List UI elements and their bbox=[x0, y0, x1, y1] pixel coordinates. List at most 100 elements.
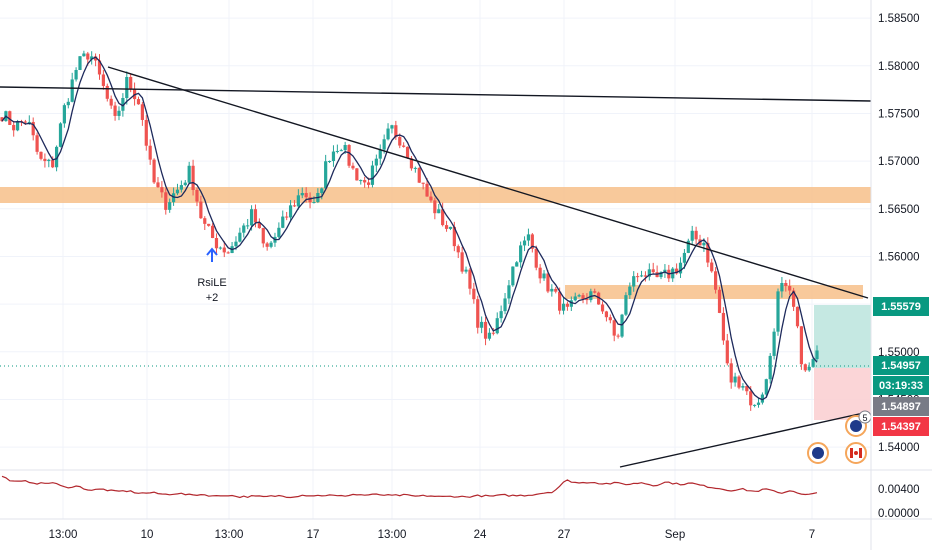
candle-body bbox=[47, 159, 51, 162]
candle-body bbox=[600, 304, 605, 312]
profit-target-box bbox=[814, 305, 871, 368]
event-count-text: 5 bbox=[862, 413, 867, 423]
candle-body bbox=[639, 275, 644, 277]
candle-body bbox=[331, 151, 336, 162]
candle-body bbox=[624, 295, 628, 315]
candle-body bbox=[522, 240, 527, 246]
candle-body bbox=[581, 295, 585, 299]
candle-body bbox=[589, 291, 593, 301]
candle-body bbox=[460, 252, 464, 272]
candle-body bbox=[214, 238, 219, 249]
time-tick-label: 7 bbox=[809, 529, 815, 541]
candle-body bbox=[554, 288, 558, 292]
candle-body bbox=[343, 145, 347, 151]
entry-label-bg bbox=[873, 397, 929, 416]
candle-body bbox=[612, 320, 616, 336]
candle-body bbox=[729, 363, 733, 383]
price-label-stop: 1.54397 bbox=[873, 417, 929, 436]
candle-body bbox=[390, 125, 394, 129]
candle-body bbox=[74, 69, 78, 80]
time-tick-label: 10 bbox=[141, 529, 154, 541]
time-axis[interactable]: 13:00 10 13:00 17 13:00 24 27 Sep 7 bbox=[49, 529, 816, 541]
candle-body bbox=[733, 376, 737, 383]
candle-body bbox=[156, 182, 160, 188]
candle-body bbox=[148, 145, 152, 160]
candle-body bbox=[737, 376, 741, 388]
price-label-target: 1.55579 bbox=[873, 297, 929, 316]
candle-body bbox=[113, 105, 117, 116]
candle-body bbox=[608, 317, 612, 321]
candle-body bbox=[772, 331, 776, 356]
candle-body bbox=[573, 296, 577, 301]
candle-body bbox=[70, 79, 74, 102]
price-tick-label: 1.58500 bbox=[878, 13, 920, 25]
trend-line-ascending[interactable] bbox=[619, 411, 869, 468]
candle-body bbox=[195, 189, 199, 202]
candle-body bbox=[324, 161, 328, 189]
candle-body bbox=[366, 182, 371, 185]
candle-body bbox=[714, 271, 718, 290]
target-label-text: 1.55579 bbox=[881, 301, 921, 313]
candle-body bbox=[335, 150, 339, 152]
candle-body bbox=[499, 311, 503, 319]
candle-body bbox=[448, 226, 453, 229]
candle-body bbox=[374, 158, 378, 166]
candle-body bbox=[398, 137, 402, 146]
trend-line-descending[interactable] bbox=[107, 66, 869, 299]
candle-body bbox=[82, 53, 86, 57]
candle-body bbox=[15, 121, 20, 131]
candle-body bbox=[183, 182, 187, 186]
candle-body bbox=[78, 56, 82, 70]
candle-body bbox=[597, 292, 601, 305]
candle-body bbox=[386, 128, 390, 140]
canada-flag-icon-left bbox=[850, 448, 853, 458]
candle-body bbox=[402, 145, 406, 147]
candle-body bbox=[269, 242, 273, 247]
candle-body bbox=[632, 276, 636, 287]
indicator-axis[interactable]: 0.00400 0.00000 bbox=[878, 484, 920, 520]
candle-body bbox=[663, 269, 667, 272]
candle-body bbox=[39, 151, 43, 159]
candle-body bbox=[780, 282, 784, 292]
candle-body bbox=[643, 275, 648, 277]
candle-body bbox=[312, 202, 316, 204]
rsile-signal[interactable]: RsiLE +2 bbox=[197, 247, 227, 304]
candle-body bbox=[480, 321, 484, 328]
candle-body bbox=[300, 192, 304, 196]
candle-body bbox=[452, 226, 456, 247]
candle-body bbox=[51, 159, 55, 168]
candle-body bbox=[109, 98, 113, 106]
price-tick-label: 1.57000 bbox=[878, 156, 920, 168]
candle-body bbox=[0, 117, 4, 122]
candle-body bbox=[355, 168, 359, 181]
candle-body bbox=[347, 145, 351, 166]
candle-body bbox=[444, 225, 449, 229]
candle-body bbox=[675, 268, 679, 274]
candle-body bbox=[464, 269, 468, 272]
candle-body bbox=[745, 386, 749, 392]
candle-body bbox=[54, 146, 59, 168]
countdown-label-bg bbox=[873, 376, 929, 395]
candle-body bbox=[90, 56, 94, 60]
price-label-entry: 1.54897 bbox=[873, 397, 929, 416]
resistance-zone-1 bbox=[0, 187, 871, 203]
candle-body bbox=[351, 165, 355, 169]
candle-body bbox=[394, 125, 398, 138]
candle-body bbox=[753, 404, 757, 406]
candle-body bbox=[105, 85, 109, 99]
candle-body bbox=[694, 230, 698, 240]
price-label-current: 1.54957 03:19:33 bbox=[873, 356, 929, 395]
moving-average-line bbox=[1, 56, 818, 401]
indicator-tick-label: 0.00400 bbox=[878, 484, 920, 496]
candle-body bbox=[308, 197, 312, 203]
candle-body bbox=[160, 187, 164, 193]
candle-body bbox=[468, 269, 472, 289]
time-tick-label: Sep bbox=[665, 529, 685, 541]
entry-label-text: 1.54897 bbox=[881, 401, 921, 413]
candle-body bbox=[526, 234, 531, 241]
event-badges[interactable]: 5 bbox=[807, 410, 872, 464]
candle-body bbox=[620, 314, 624, 337]
trend-line-upper-flat[interactable] bbox=[0, 86, 872, 102]
candle-body bbox=[515, 262, 519, 267]
